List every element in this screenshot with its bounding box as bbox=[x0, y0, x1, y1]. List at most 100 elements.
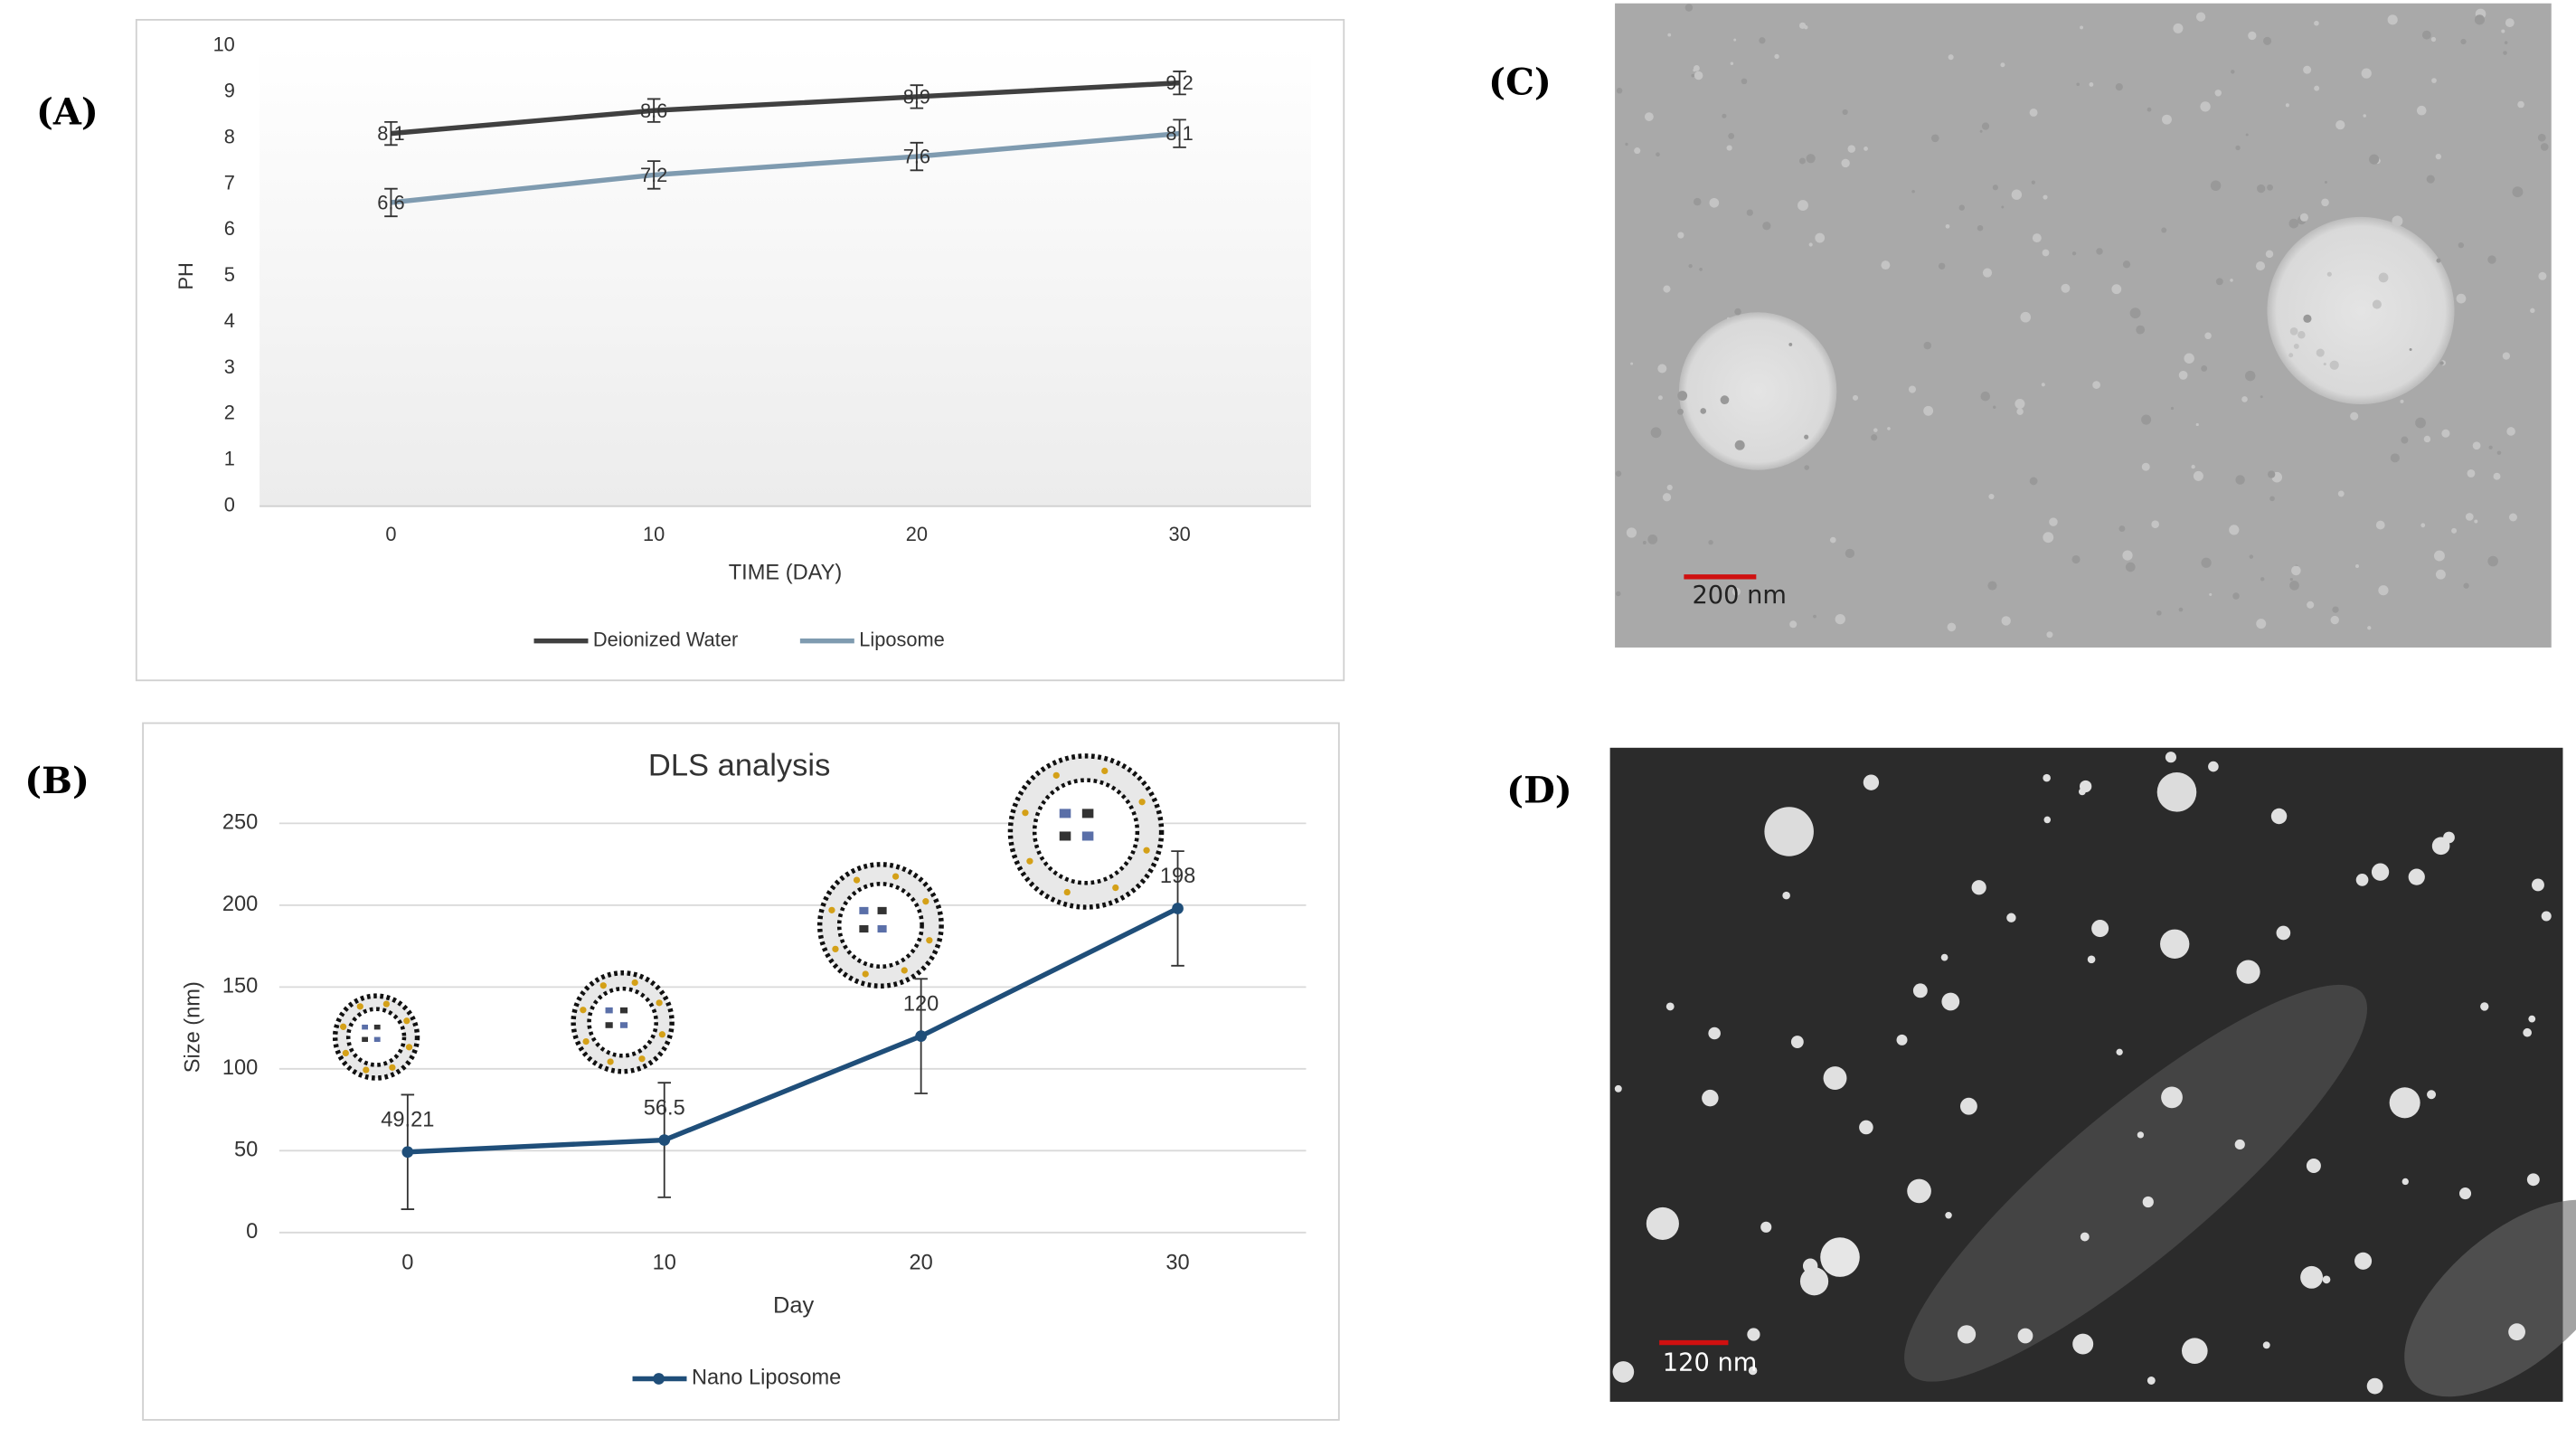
speck bbox=[1734, 440, 1745, 450]
speck bbox=[2214, 90, 2222, 97]
particle bbox=[2160, 929, 2190, 959]
ligand bbox=[656, 999, 663, 1007]
speck bbox=[2161, 227, 2167, 233]
ligand bbox=[1112, 884, 1119, 892]
speck bbox=[2200, 101, 2211, 112]
speck bbox=[1815, 232, 1826, 243]
particle bbox=[1945, 1212, 1952, 1219]
marker bbox=[658, 1134, 671, 1146]
speck bbox=[2089, 82, 2094, 87]
particle bbox=[1941, 992, 1960, 1011]
speck bbox=[2303, 65, 2312, 74]
speck bbox=[1911, 189, 1915, 194]
error-bar bbox=[646, 98, 661, 123]
speck bbox=[2269, 496, 2275, 502]
speck bbox=[2249, 554, 2254, 559]
speck bbox=[2423, 435, 2431, 443]
speck bbox=[2530, 307, 2535, 314]
particle bbox=[1614, 1084, 1622, 1093]
speck bbox=[2435, 153, 2442, 160]
panel-label: (C) bbox=[1488, 61, 1552, 104]
marker bbox=[1172, 903, 1184, 914]
speck bbox=[1762, 222, 1771, 231]
particle bbox=[2087, 955, 2096, 964]
speck bbox=[1881, 260, 1891, 270]
particle bbox=[2270, 808, 2288, 825]
data-label: 6.6 bbox=[377, 192, 404, 214]
y-tick-label: 1 bbox=[224, 448, 235, 470]
y-tick-label: 3 bbox=[224, 355, 235, 378]
speck bbox=[2291, 565, 2301, 576]
ligand bbox=[926, 937, 933, 944]
speck bbox=[1938, 262, 1946, 270]
particle bbox=[1748, 1366, 1758, 1376]
particle bbox=[2017, 1328, 2033, 1344]
speck bbox=[2136, 325, 2146, 335]
particle bbox=[2322, 1275, 2331, 1284]
ligand bbox=[922, 898, 929, 905]
x-tick-label: 20 bbox=[906, 523, 928, 545]
speck bbox=[2420, 523, 2426, 528]
cargo bbox=[605, 1022, 613, 1028]
ligand bbox=[382, 1000, 390, 1008]
chart-title: DLS analysis bbox=[648, 749, 830, 783]
speck bbox=[2298, 330, 2306, 339]
particle bbox=[2006, 913, 2016, 922]
vesicle bbox=[1678, 312, 1837, 470]
speck bbox=[1988, 493, 1995, 500]
x-tick-label: 20 bbox=[910, 1252, 933, 1275]
particle bbox=[2408, 868, 2425, 885]
speck bbox=[2201, 557, 2212, 568]
marker bbox=[915, 1030, 927, 1042]
speck bbox=[1634, 147, 1641, 155]
x-tick-label: 10 bbox=[653, 1252, 676, 1275]
speck bbox=[2363, 114, 2366, 118]
speck bbox=[2289, 326, 2298, 336]
particle bbox=[1702, 1089, 1719, 1107]
cargo bbox=[619, 1022, 628, 1028]
speck bbox=[1720, 395, 1730, 405]
legend-marker bbox=[653, 1373, 665, 1385]
speck bbox=[2043, 532, 2054, 544]
speck bbox=[2184, 353, 2194, 364]
particle bbox=[1959, 1097, 1977, 1115]
speck bbox=[2235, 145, 2241, 151]
speck bbox=[2326, 271, 2332, 277]
speck bbox=[2178, 371, 2188, 380]
speck bbox=[2323, 362, 2326, 366]
speck bbox=[1647, 534, 1658, 544]
cargo bbox=[1081, 831, 1094, 841]
speck bbox=[2096, 248, 2103, 255]
speck bbox=[1708, 540, 1713, 545]
ligand bbox=[1101, 767, 1109, 775]
speck bbox=[1829, 536, 1836, 544]
ligand bbox=[1022, 809, 1029, 817]
ligand bbox=[901, 967, 908, 974]
speck bbox=[1835, 613, 1845, 625]
speck bbox=[2122, 550, 2133, 561]
speck bbox=[2245, 133, 2249, 137]
y-tick-label: 6 bbox=[224, 217, 235, 240]
speck bbox=[2129, 307, 2141, 319]
speck bbox=[2229, 525, 2240, 535]
y-tick-label: 250 bbox=[222, 811, 258, 835]
speck bbox=[2285, 103, 2289, 108]
y-tick-label: 150 bbox=[222, 975, 258, 998]
particle bbox=[1802, 1258, 1818, 1273]
data-label: 8.1 bbox=[377, 122, 404, 145]
cargo bbox=[373, 1024, 381, 1030]
speck bbox=[1987, 581, 1997, 591]
particle bbox=[2276, 925, 2291, 941]
speck bbox=[1993, 405, 1996, 409]
speck bbox=[2195, 422, 2199, 427]
speck bbox=[2400, 399, 2404, 403]
speck bbox=[1615, 591, 1621, 597]
particle bbox=[2236, 960, 2260, 984]
speck bbox=[2421, 30, 2431, 40]
speck bbox=[1694, 65, 1700, 71]
ligand bbox=[1026, 857, 1033, 865]
speck bbox=[2230, 279, 2233, 282]
ligand bbox=[892, 873, 900, 880]
speck bbox=[2001, 205, 2005, 209]
particle bbox=[2480, 1002, 2489, 1011]
